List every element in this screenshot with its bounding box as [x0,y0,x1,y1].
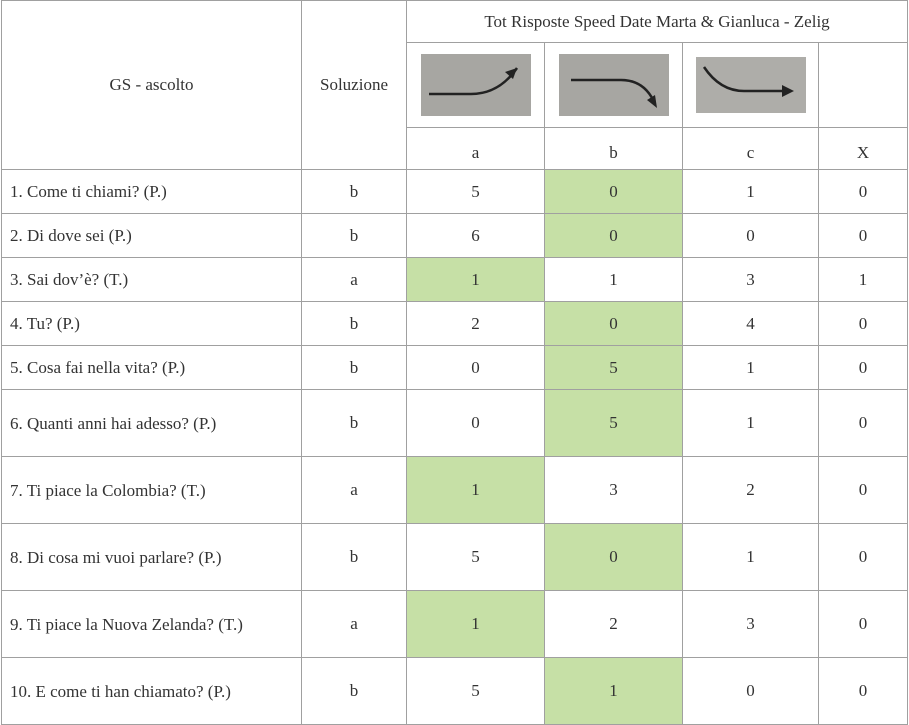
count-cell: 0 [406,345,545,390]
table-row: 9. Ti piace la Nuova Zelanda? (T.) a 1 2 3 0 [1,590,909,658]
solution-cell: b [301,657,407,725]
question-cell: 4. Tu? (P.) [1,301,302,346]
table-row: 4. Tu? (P.) b 2 0 4 0 [1,301,909,346]
count-cell: 1 [682,345,819,390]
solution-cell: a [301,456,407,524]
count-cell: 4 [682,301,819,346]
question-cell: 10. E come ti han chiamato? (P.) [1,657,302,725]
question-cell: 5. Cosa fai nella vita? (P.) [1,345,302,390]
count-cell: 0 [817,345,909,390]
count-cell: 0 [817,213,909,258]
count-cell: 0 [682,657,819,725]
count-cell: 1 [682,169,819,214]
table-row: 7. Ti piace la Colombia? (T.) a 1 3 2 0 [1,456,909,524]
solution-cell: a [301,590,407,658]
count-cell: 0 [817,389,909,457]
solution-cell: b [301,213,407,258]
falling-arrow-image [544,42,683,128]
question-cell: 9. Ti piace la Nuova Zelanda? (T.) [1,590,302,658]
question-cell: 1. Come ti chiami? (P.) [1,169,302,214]
count-cell: 5 [406,657,545,725]
count-cell: 0 [682,213,819,258]
solution-header: Soluzione [301,0,407,170]
option-label: a [406,127,545,170]
option-label: X [817,127,909,170]
table-row: 5. Cosa fai nella vita? (P.) b 0 5 1 0 [1,345,909,390]
table-row: 3. Sai dov’è? (T.) a 1 1 3 1 [1,257,909,302]
count-cell: 2 [406,301,545,346]
correct-count-cell: 0 [544,169,683,214]
count-cell: 1 [682,523,819,591]
count-cell: 5 [406,169,545,214]
question-cell: 8. Di cosa mi vuoi parlare? (P.) [1,523,302,591]
correct-count-cell: 1 [406,590,545,658]
count-cell: 0 [817,456,909,524]
count-cell: 5 [406,523,545,591]
correct-count-cell: 1 [406,456,545,524]
question-cell: 6. Quanti anni hai adesso? (P.) [1,389,302,457]
correct-count-cell: 1 [406,257,545,302]
count-cell: 6 [406,213,545,258]
question-cell: 3. Sai dov’è? (T.) [1,257,302,302]
question-cell: 2. Di dove sei (P.) [1,213,302,258]
count-cell: 0 [406,389,545,457]
solution-cell: b [301,389,407,457]
count-cell: 3 [544,456,683,524]
count-cell: 3 [682,590,819,658]
count-cell: 1 [544,257,683,302]
table-row: 1. Come ti chiami? (P.) b 5 0 1 0 [1,169,909,214]
correct-count-cell: 0 [544,301,683,346]
count-cell: 2 [544,590,683,658]
falling-rising-arrow-image [682,42,819,128]
solution-cell: a [301,257,407,302]
solution-cell: b [301,345,407,390]
count-cell: 0 [817,169,909,214]
question-header: GS - ascolto [1,0,302,170]
option-label: c [682,127,819,170]
question-cell: 7. Ti piace la Colombia? (T.) [1,456,302,524]
option-label: b [544,127,683,170]
table-row: 2. Di dove sei (P.) b 6 0 0 0 [1,213,909,258]
correct-count-cell: 1 [544,657,683,725]
correct-count-cell: 5 [544,345,683,390]
rising-arrow-image [406,42,545,128]
count-cell: 1 [682,389,819,457]
count-cell: 0 [817,657,909,725]
solution-cell: b [301,523,407,591]
correct-count-cell: 0 [544,213,683,258]
table-row: 8. Di cosa mi vuoi parlare? (P.) b 5 0 1 0 [1,523,909,591]
count-cell: 3 [682,257,819,302]
correct-count-cell: 5 [544,389,683,457]
solution-cell: b [301,301,407,346]
count-cell: 0 [817,523,909,591]
table-row: 6. Quanti anni hai adesso? (P.) b 0 5 1 0 [1,389,909,457]
count-cell: 1 [817,257,909,302]
count-cell: 0 [817,590,909,658]
correct-count-cell: 0 [544,523,683,591]
solution-cell: b [301,169,407,214]
group-header: Tot Risposte Speed Date Marta & Gianluca… [405,0,909,43]
empty-image-cell [817,42,909,128]
count-cell: 2 [682,456,819,524]
count-cell: 0 [817,301,909,346]
table-row: 10. E come ti han chiamato? (P.) b 5 1 0 0 [1,657,909,725]
